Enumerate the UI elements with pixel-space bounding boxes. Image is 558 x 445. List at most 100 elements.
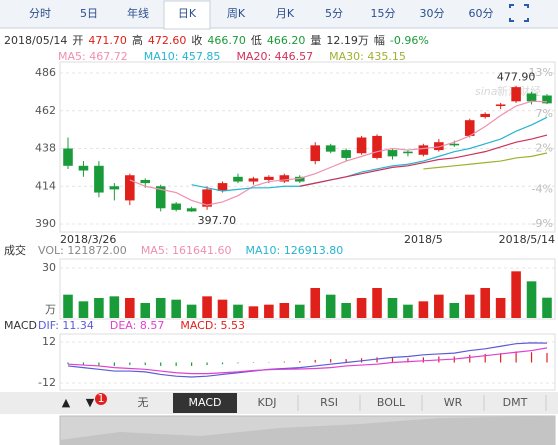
low-annotation: 397.70 <box>198 214 237 227</box>
volume-bar <box>403 304 413 318</box>
y-tick-label: 486 <box>35 66 56 79</box>
y-tick-label: 438 <box>35 142 56 155</box>
y2-tick-label: 13% <box>529 66 553 79</box>
indicator-tab[interactable]: BOLL <box>377 396 406 409</box>
volume-legend: MA5: 161641.60 <box>141 244 232 257</box>
y2-tick-label: -9% <box>532 217 553 230</box>
tab[interactable]: 30分 <box>420 7 445 20</box>
tab[interactable]: 60分 <box>469 7 494 20</box>
indicator-tab[interactable]: RSI <box>320 396 338 409</box>
badge-count: 1 <box>98 392 105 405</box>
macd-legend: DIF: 11.34 <box>38 319 94 332</box>
volume-bar <box>140 303 151 318</box>
macd-title: MACD <box>4 319 37 332</box>
volume-bar <box>341 303 351 318</box>
badge <box>95 393 107 405</box>
tab[interactable]: 月K <box>276 7 295 20</box>
x-tick-label: 2018/5/14 <box>499 233 555 246</box>
scroll-up[interactable]: ▲ <box>62 396 71 409</box>
volume-bar <box>449 303 460 318</box>
candle-body <box>464 120 475 136</box>
scroller-preview <box>60 416 555 445</box>
legend-entry: MA20: 446.57 <box>236 50 313 63</box>
volume-bar <box>94 298 104 318</box>
candle-body <box>480 113 490 118</box>
ma-line <box>423 152 548 170</box>
volume-bar <box>155 298 166 318</box>
tab[interactable]: 5分 <box>325 7 343 20</box>
y-tick-label: 462 <box>35 104 56 117</box>
x-tick-label: 2018/5 <box>404 233 443 246</box>
candle-body <box>434 142 444 151</box>
candle-body <box>449 143 460 146</box>
tab-active <box>163 0 211 30</box>
y-tick-label: 414 <box>35 179 56 192</box>
volume-bar <box>217 299 228 318</box>
volume-bar <box>202 296 212 318</box>
indicator-tab[interactable]: KDJ <box>258 396 277 409</box>
macd-legend: DEA: 8.57 <box>110 319 164 332</box>
candle-body <box>186 208 197 212</box>
indicator-tab[interactable]: MACD <box>189 396 222 409</box>
indicator-tab[interactable]: DMT <box>503 396 528 409</box>
watermark-logo: sina <box>475 85 498 98</box>
candle-body <box>372 135 382 158</box>
tab[interactable]: 分时 <box>29 7 51 20</box>
info-item: 低 <box>251 34 262 47</box>
candle-body <box>155 186 166 209</box>
candle-body <box>403 151 413 154</box>
info-item: 12.19万 <box>326 34 369 47</box>
volume-bar <box>233 304 243 318</box>
tab[interactable]: 5日 <box>80 7 98 20</box>
volume-bar <box>418 301 429 318</box>
indicator-tab[interactable]: WR <box>444 396 463 409</box>
candle-body <box>217 183 228 191</box>
fullscreen-icon[interactable] <box>509 4 529 22</box>
volume-bar <box>434 294 444 318</box>
volume-bar <box>264 304 274 318</box>
volume-bar <box>171 299 181 318</box>
candle-body <box>202 189 212 207</box>
legend-entry: MA10: 457.85 <box>144 50 221 63</box>
tab[interactable]: 日K <box>178 7 197 20</box>
volume-bar <box>480 288 490 318</box>
macd-tick-label: 12 <box>42 335 56 348</box>
candle-body <box>526 93 537 102</box>
tab[interactable]: 15分 <box>371 7 396 20</box>
volume-bar <box>526 281 537 318</box>
scroll-down[interactable]: ▼ <box>86 396 95 409</box>
candle-body <box>171 203 181 210</box>
indicator-bar <box>0 392 558 414</box>
volume-bar <box>78 301 89 318</box>
y-tick-label: 390 <box>35 217 56 230</box>
volume-legend: VOL: 121872.00 <box>38 244 127 257</box>
candle-body <box>125 175 135 201</box>
candle-body <box>341 150 351 158</box>
tab-bar <box>0 0 558 28</box>
tab[interactable]: 周K <box>227 7 246 20</box>
volume-bar <box>279 303 290 318</box>
volume-bar <box>186 304 197 318</box>
y2-tick-label: -4% <box>532 183 553 196</box>
x-tick-label: 2018/3/26 <box>60 233 116 246</box>
ma-line <box>67 347 548 375</box>
ma-line <box>191 116 548 192</box>
volume-bar <box>387 298 398 318</box>
candle-body <box>140 179 151 184</box>
macd-legend: MACD: 5.53 <box>180 319 245 332</box>
indicator-tab[interactable]: 无 <box>138 396 149 409</box>
info-item: 472.60 <box>148 34 187 47</box>
candle-body <box>356 137 367 154</box>
volume-bar <box>542 297 552 318</box>
candle-body <box>511 87 521 102</box>
volume-bar <box>495 298 506 318</box>
price-frame <box>59 61 556 233</box>
candle-body <box>279 175 290 182</box>
candle-body <box>264 176 274 180</box>
volume-tick-label: 30 <box>42 261 56 274</box>
info-item: 高 <box>132 33 143 47</box>
tab[interactable]: 年线 <box>127 6 149 20</box>
candle-body <box>78 165 89 171</box>
candle-body <box>495 104 506 107</box>
